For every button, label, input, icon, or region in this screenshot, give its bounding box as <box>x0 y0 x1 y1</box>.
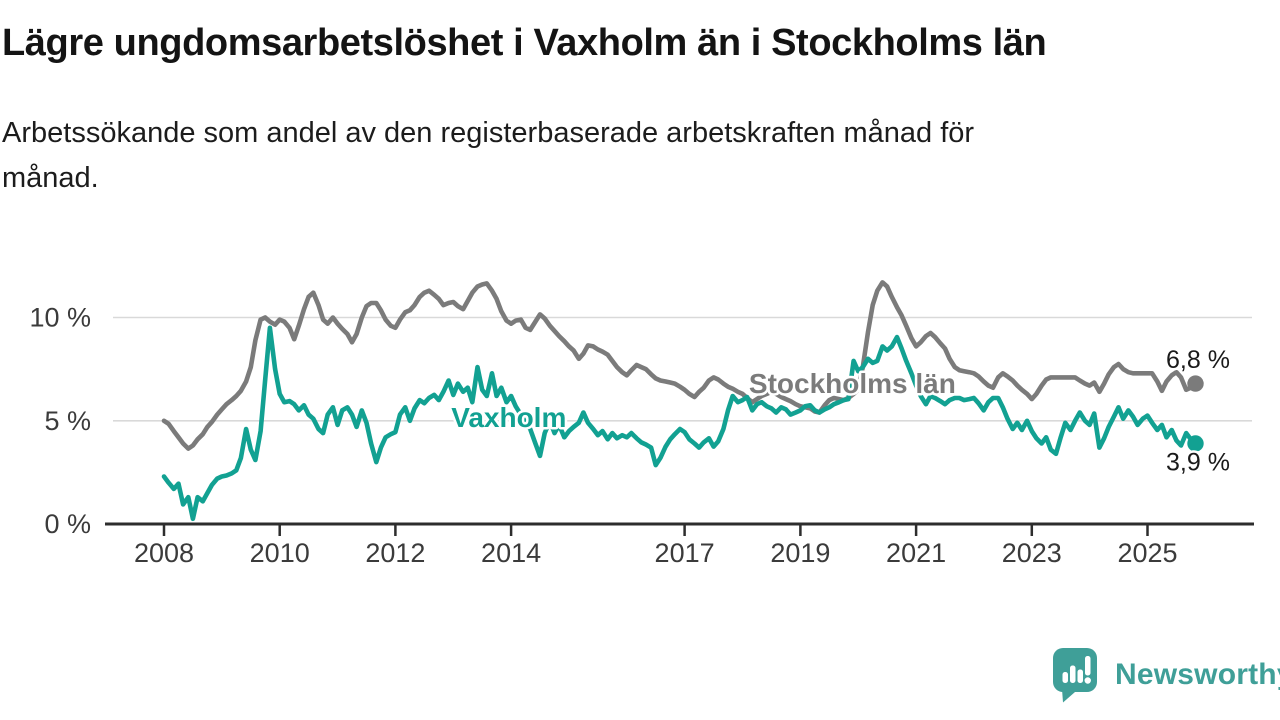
chart-subtitle-line-2: månad. <box>2 162 99 194</box>
newsworthy-logo-icon <box>1053 648 1097 703</box>
series-line-vaxholm <box>161 325 1198 522</box>
series-line-stockholms-l-n <box>161 280 1198 451</box>
chart-annotation: Vaxholm <box>451 402 566 433</box>
x-tick-label: 2010 <box>250 538 310 568</box>
x-tick-label: 2017 <box>655 538 715 568</box>
y-tick-label: 5 % <box>44 406 91 436</box>
chart-subtitle: Arbetssökande som andel av den registerb… <box>2 111 974 201</box>
brand-name: Newsworthy <box>1115 658 1280 691</box>
x-tick-label: 2012 <box>365 538 425 568</box>
chart-annotation: Stockholms län <box>749 368 956 399</box>
x-tick-label: 2008 <box>134 538 194 568</box>
chart-annotation: 6,8 % <box>1166 346 1230 374</box>
series-end-dot-stockholms-l-n <box>1187 375 1204 392</box>
brand-logo: Newsworthy <box>1052 647 1280 703</box>
x-tick-label: 2019 <box>770 538 830 568</box>
chart-subtitle-line-1: Arbetssökande som andel av den registerb… <box>2 117 975 149</box>
x-tick-label: 2021 <box>886 538 946 568</box>
chart-annotation: 3,9 % <box>1166 448 1230 476</box>
chart-title: Lägre ungdomsarbetslöshet i Vaxholm än i… <box>2 22 1047 64</box>
series-end-dot-vaxholm <box>1187 435 1204 452</box>
x-tick-label: 2025 <box>1117 538 1177 568</box>
y-tick-label: 0 % <box>44 509 91 539</box>
x-tick-label: 2014 <box>481 538 541 568</box>
x-tick-label: 2023 <box>1002 538 1062 568</box>
y-tick-label: 10 % <box>29 303 91 333</box>
